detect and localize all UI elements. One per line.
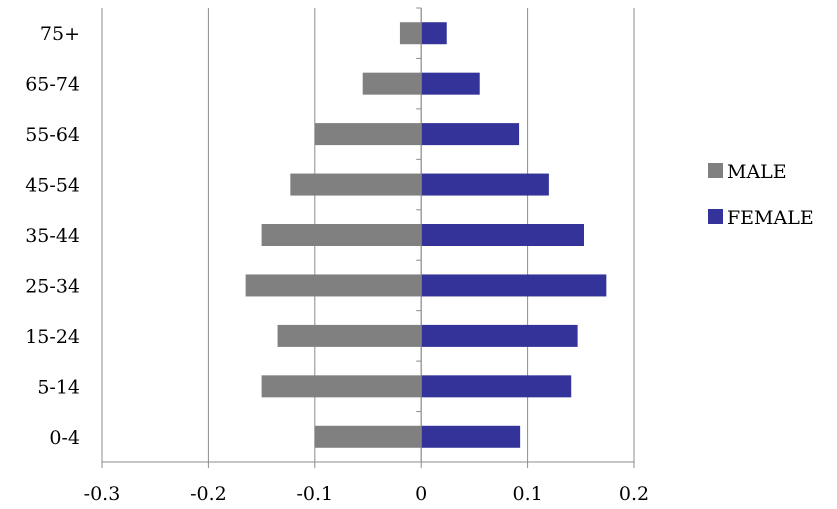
- legend-label-male: MALE: [727, 161, 787, 183]
- bar-male-0-4: [314, 425, 422, 448]
- bar-female-65-74: [421, 72, 480, 95]
- category-label: 15-24: [25, 326, 80, 348]
- legend-swatch-female: [708, 209, 723, 224]
- bar-female-0-4: [421, 425, 521, 448]
- bar-male-65-74: [362, 72, 422, 95]
- category-label: 65-74: [25, 74, 80, 96]
- bar-male-35-44: [261, 224, 422, 246]
- category-label: 0-4: [49, 427, 80, 449]
- bar-male-45-54: [290, 173, 422, 196]
- bar-male-25-34: [245, 274, 422, 297]
- bar-male-75plus: [399, 22, 422, 45]
- category-label: 75+: [40, 23, 80, 45]
- category-label: 25-34: [25, 275, 80, 297]
- x-tick-label: -0.3: [84, 483, 121, 505]
- x-tick-label: -0.1: [296, 483, 333, 505]
- x-tick-label: 0.1: [512, 483, 542, 505]
- bar-male-55-64: [314, 123, 422, 146]
- y-tick-labels: 0-4 5-14 15-24 25-34 35-44 45-54 55-64 65-74 75+: [25, 23, 80, 449]
- legend-label-female: FEMALE: [727, 207, 814, 229]
- axes: [101, 7, 635, 468]
- bar-female-75plus: [421, 22, 447, 45]
- x-tick-label: 0: [415, 483, 427, 505]
- bar-male-15-24: [277, 324, 422, 347]
- x-tick-label: 0.2: [619, 483, 649, 505]
- bar-female-25-34: [421, 274, 607, 297]
- x-tick-labels: -0.3 -0.2 -0.1 0 0.1 0.2: [84, 483, 649, 505]
- category-label: 5-14: [37, 376, 80, 398]
- bar-female-55-64: [421, 123, 520, 146]
- category-label: 35-44: [25, 225, 80, 247]
- bar-male-5-14: [261, 375, 422, 398]
- legend-swatch-male: [708, 163, 723, 178]
- category-label: 45-54: [25, 175, 80, 197]
- bar-female-5-14: [421, 375, 572, 398]
- x-tick-label: -0.2: [190, 483, 227, 505]
- bars: [245, 22, 607, 448]
- bar-female-45-54: [421, 173, 549, 196]
- bar-female-35-44: [421, 224, 584, 246]
- bar-female-15-24: [421, 324, 578, 347]
- category-label: 55-64: [25, 124, 80, 146]
- legend: MALE FEMALE: [708, 161, 814, 229]
